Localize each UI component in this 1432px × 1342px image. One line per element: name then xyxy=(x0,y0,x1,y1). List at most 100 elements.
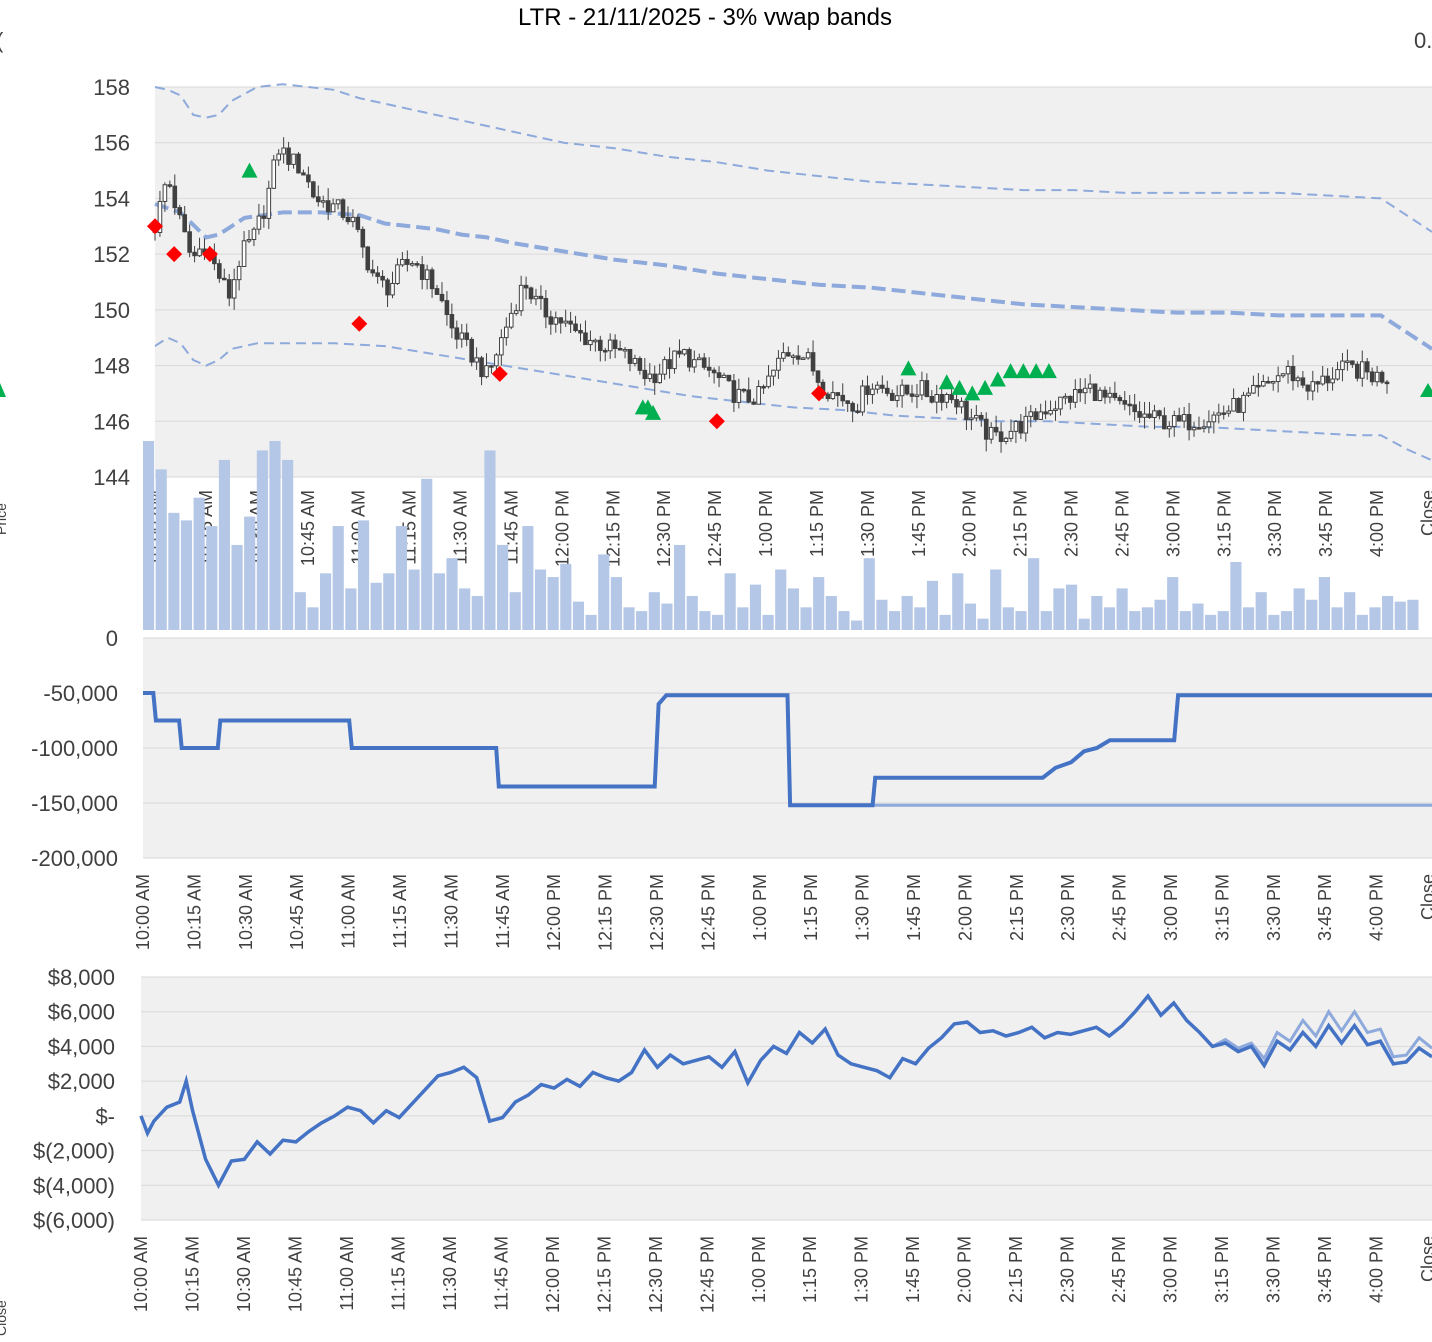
candle-body xyxy=(657,373,662,384)
candle-body xyxy=(538,295,544,300)
candle-body xyxy=(167,184,173,187)
candle-body xyxy=(568,320,573,325)
candle-body xyxy=(236,265,242,281)
candle-body xyxy=(503,326,509,339)
candle-body xyxy=(429,269,435,290)
pnl-x-tick: 3:00 PM xyxy=(1161,1236,1181,1303)
volume-bar xyxy=(1394,601,1406,630)
candle-body xyxy=(914,394,920,397)
pnl-y-tick: $(6,000) xyxy=(33,1208,115,1233)
candle-body xyxy=(474,357,479,363)
candle-body xyxy=(998,431,1004,442)
volume-bar xyxy=(155,469,167,630)
volume-bar xyxy=(357,520,370,630)
volume-bar xyxy=(1344,592,1356,630)
candle-body xyxy=(776,357,781,371)
price-x-tick: 3:45 PM xyxy=(1316,490,1336,557)
volume-bar xyxy=(1306,599,1318,630)
candle-body xyxy=(726,374,732,382)
candle-body xyxy=(1097,389,1103,402)
candle-body xyxy=(1077,389,1083,394)
pnl-y-tick: $8,000 xyxy=(48,965,115,990)
price-y-tick: 144 xyxy=(93,465,130,490)
candle-body xyxy=(652,373,658,384)
candle-body xyxy=(1350,360,1355,365)
candle-body xyxy=(974,414,979,419)
buy-signal-marker xyxy=(1040,363,1057,379)
candle-body xyxy=(1251,384,1256,394)
candle-body xyxy=(182,214,187,233)
candle-body xyxy=(855,410,860,413)
volume-bar xyxy=(674,544,686,630)
volume-bar xyxy=(1002,607,1014,630)
volume-bar xyxy=(1167,577,1179,630)
position-x-tick: 3:30 PM xyxy=(1264,874,1284,941)
volume-bar xyxy=(1192,603,1204,630)
volume-bar xyxy=(1091,595,1103,630)
volume-bar xyxy=(1230,561,1242,630)
candle-body xyxy=(1246,392,1251,396)
pnl-x-tick: 12:45 PM xyxy=(697,1236,717,1313)
volume-bar xyxy=(977,618,989,630)
candle-body xyxy=(1147,413,1152,419)
candle-body xyxy=(251,228,257,241)
candle-body xyxy=(1166,425,1172,430)
candle-body xyxy=(548,316,554,325)
candle-body xyxy=(692,359,697,368)
pnl-x-tick: 11:45 AM xyxy=(491,1236,511,1311)
candle-body xyxy=(1162,415,1167,430)
candle-body xyxy=(1092,383,1098,402)
candle-body xyxy=(1290,366,1296,382)
candle-body xyxy=(197,248,202,257)
price-x-tick: 11:30 AM xyxy=(451,490,471,565)
volume-panel: 0 xyxy=(106,441,1419,651)
volume-bar xyxy=(585,614,597,630)
candle-body xyxy=(706,366,712,371)
volume-bar xyxy=(1382,595,1394,630)
candle-body xyxy=(850,402,855,412)
candle-body xyxy=(840,394,846,402)
candle-body xyxy=(1137,411,1142,418)
candle-body xyxy=(1152,410,1157,419)
candle-body xyxy=(162,184,168,202)
price-x-tick: 4:00 PM xyxy=(1367,490,1387,557)
candle-body xyxy=(786,352,791,357)
candle-body xyxy=(1028,411,1034,417)
volume-bar xyxy=(876,599,888,630)
candle-body xyxy=(573,323,578,332)
candle-body xyxy=(489,365,494,368)
candle-body xyxy=(553,317,559,325)
price-x-tick: 12:15 PM xyxy=(603,490,623,567)
candle-body xyxy=(1072,389,1078,403)
candle-body xyxy=(1345,360,1350,363)
candle-body xyxy=(1013,421,1019,432)
volume-bar xyxy=(547,577,559,630)
candle-body xyxy=(687,349,692,368)
price-x-tick: 1:30 PM xyxy=(858,490,878,557)
volume-bar xyxy=(345,588,357,630)
candle-body xyxy=(716,372,722,379)
candle-body xyxy=(909,393,915,397)
sell-signal-marker xyxy=(147,218,163,235)
candle-body xyxy=(889,392,895,401)
candle-body xyxy=(221,277,227,281)
candle-body xyxy=(944,393,949,403)
position-x-tick: 1:15 PM xyxy=(801,874,821,941)
candle-body xyxy=(672,350,677,370)
volume-bar xyxy=(648,592,660,630)
candle-body xyxy=(830,392,836,400)
candle-body xyxy=(439,293,445,302)
position-x-tick: 4:00 PM xyxy=(1367,874,1387,941)
volume-bar xyxy=(1053,588,1065,630)
candle-body xyxy=(390,282,395,296)
candle-body xyxy=(405,258,410,265)
volume-bar xyxy=(1103,607,1116,630)
buy-signal-marker xyxy=(900,360,917,376)
candle-body xyxy=(988,426,994,440)
candle-body xyxy=(1206,421,1212,428)
close-axis-fragment: Close xyxy=(0,1300,9,1336)
candle-body xyxy=(1186,414,1192,431)
candle-body xyxy=(1315,381,1321,385)
candle-body xyxy=(226,279,232,299)
pnl-x-tick: 3:30 PM xyxy=(1264,1236,1284,1303)
